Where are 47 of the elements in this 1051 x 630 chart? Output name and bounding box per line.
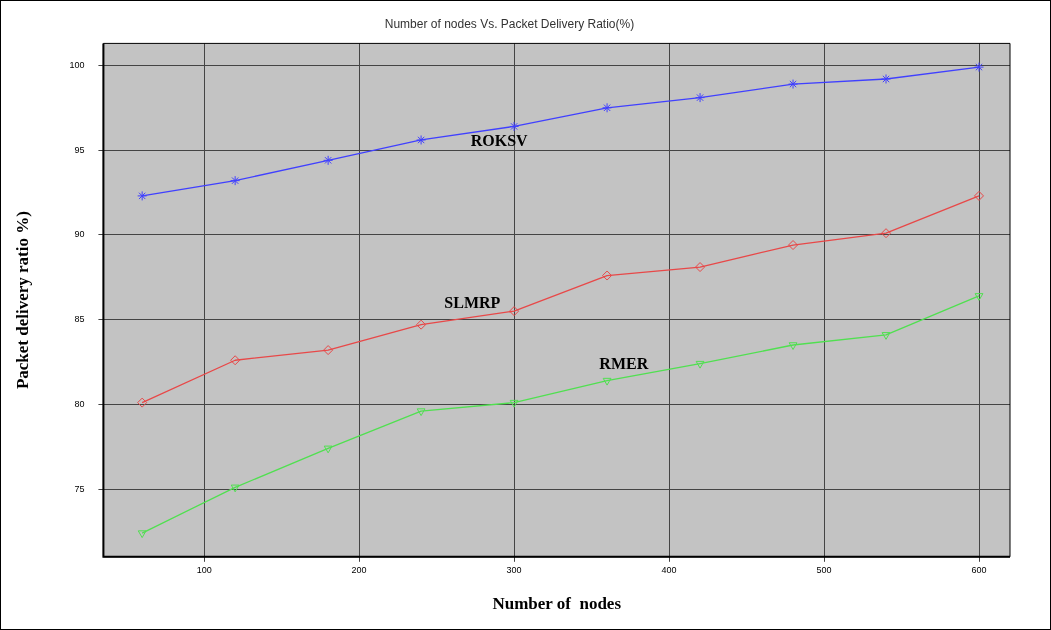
x-axis-title: Number of nodes [492, 594, 622, 614]
series-label: RMER [599, 355, 649, 373]
point [695, 92, 706, 103]
series-label: SLMRP [444, 294, 501, 312]
x-tick-label: 500 [816, 564, 832, 575]
point [881, 73, 892, 84]
y-tick-label: 95 [74, 144, 85, 155]
point [323, 445, 333, 454]
y-tick-label: 90 [74, 229, 85, 240]
point [974, 62, 985, 73]
point [509, 399, 519, 408]
point [230, 175, 241, 186]
point [137, 530, 147, 539]
x-tick-label: 600 [971, 564, 987, 575]
point [602, 102, 613, 113]
point [509, 306, 520, 317]
x-tick-label: 300 [506, 564, 522, 575]
y-tick-label: 85 [74, 314, 85, 325]
point [137, 190, 148, 201]
point [788, 79, 799, 90]
point [602, 270, 613, 281]
point [974, 190, 985, 201]
point [788, 342, 798, 350]
point [323, 345, 334, 356]
x-tick-label: 400 [661, 564, 677, 575]
point [137, 397, 148, 408]
point [695, 262, 706, 273]
y-tick-label: 100 [69, 59, 85, 70]
point [509, 121, 520, 132]
y-tick-label: 75 [74, 483, 85, 494]
point [323, 155, 334, 166]
point [416, 408, 426, 417]
point [695, 360, 705, 369]
point [881, 228, 892, 239]
y-tick-label: 80 [74, 398, 85, 409]
point [881, 332, 891, 340]
point [416, 319, 427, 330]
point [974, 293, 984, 301]
point [788, 240, 799, 251]
point [230, 355, 241, 366]
point [230, 484, 240, 493]
x-tick-label: 100 [196, 564, 212, 575]
chart-title: Number of nodes Vs. Packet Delivery Ratio(%) [384, 16, 635, 31]
point [416, 134, 427, 145]
y-axis-title: Packet delivery ratio %) [12, 211, 32, 390]
x-tick-label: 200 [351, 564, 367, 575]
point [602, 377, 612, 386]
